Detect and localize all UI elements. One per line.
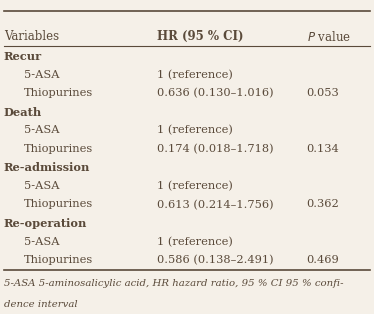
Text: dence interval: dence interval (4, 300, 77, 309)
Text: Thiopurines: Thiopurines (24, 144, 94, 154)
Text: 5-ASA: 5-ASA (24, 70, 60, 80)
Text: 0.469: 0.469 (307, 255, 340, 265)
Text: HR (95 % CI): HR (95 % CI) (157, 30, 243, 43)
Text: 0.053: 0.053 (307, 88, 340, 98)
Text: 0.134: 0.134 (307, 144, 340, 154)
Text: 5-ASA: 5-ASA (24, 125, 60, 135)
Text: 0.613 (0.214–1.756): 0.613 (0.214–1.756) (157, 199, 274, 210)
Text: 0.636 (0.130–1.016): 0.636 (0.130–1.016) (157, 88, 274, 99)
Text: 1 (reference): 1 (reference) (157, 125, 233, 136)
Text: Thiopurines: Thiopurines (24, 199, 94, 209)
Text: Re-operation: Re-operation (4, 218, 87, 229)
Text: Thiopurines: Thiopurines (24, 88, 94, 98)
Text: 5-ASA: 5-ASA (24, 236, 60, 246)
Text: 1 (reference): 1 (reference) (157, 236, 233, 247)
Text: 5-ASA 5-aminosalicylic acid, HR hazard ratio, 95 % CI 95 % confi-: 5-ASA 5-aminosalicylic acid, HR hazard r… (4, 279, 343, 288)
Text: 1 (reference): 1 (reference) (157, 70, 233, 80)
Text: 1 (reference): 1 (reference) (157, 181, 233, 191)
Text: Variables: Variables (4, 30, 59, 43)
Text: 0.586 (0.138–2.491): 0.586 (0.138–2.491) (157, 255, 274, 265)
Text: Recur: Recur (4, 51, 42, 62)
Text: $\it{P}$ value: $\it{P}$ value (307, 30, 351, 44)
Text: Re-admission: Re-admission (4, 162, 90, 173)
Text: Death: Death (4, 107, 42, 118)
Text: 0.362: 0.362 (307, 199, 340, 209)
Text: 5-ASA: 5-ASA (24, 181, 60, 191)
Text: Thiopurines: Thiopurines (24, 255, 94, 265)
Text: 0.174 (0.018–1.718): 0.174 (0.018–1.718) (157, 144, 274, 154)
